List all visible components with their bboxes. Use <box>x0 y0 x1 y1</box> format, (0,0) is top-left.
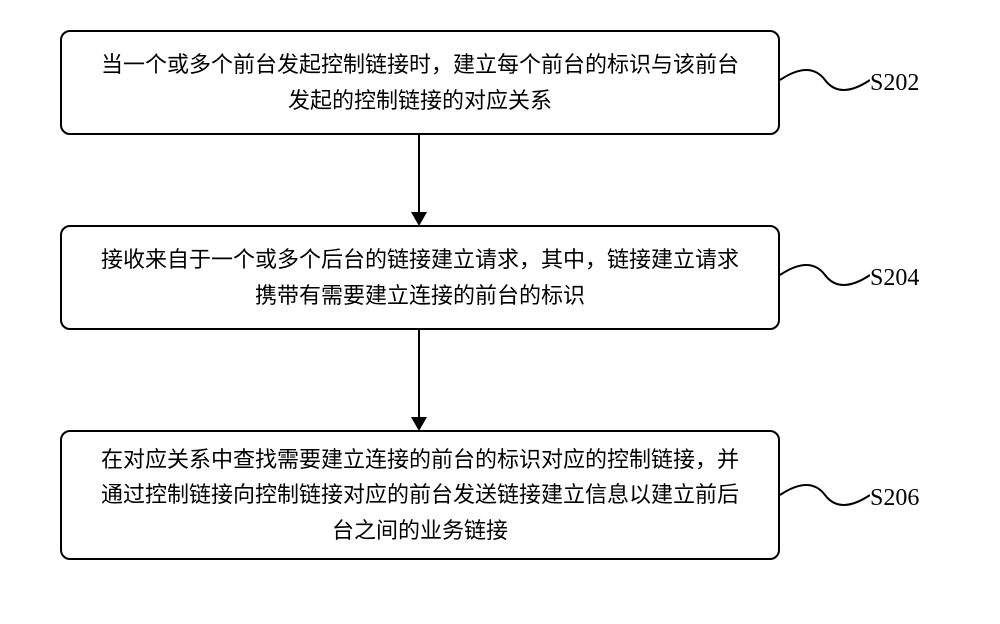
connector-curve-1 <box>780 60 870 100</box>
arrow-1 <box>418 135 420 215</box>
arrowhead-1 <box>411 212 427 226</box>
box-3-text: 在对应关系中查找需要建立连接的前台的标识对应的控制链接，并通过控制链接向控制链接… <box>92 442 748 548</box>
box-1-text: 当一个或多个前台发起控制链接时，建立每个前台的标识与该前台发起的控制链接的对应关… <box>92 47 748 117</box>
flowchart-box-3: 在对应关系中查找需要建立连接的前台的标识对应的控制链接，并通过控制链接向控制链接… <box>60 430 780 560</box>
step-label-3: S206 <box>870 485 919 512</box>
arrow-2 <box>418 330 420 420</box>
flowchart-container: 当一个或多个前台发起控制链接时，建立每个前台的标识与该前台发起的控制链接的对应关… <box>0 0 1000 624</box>
connector-curve-3 <box>780 475 870 515</box>
step-label-2: S204 <box>870 265 919 292</box>
flowchart-box-1: 当一个或多个前台发起控制链接时，建立每个前台的标识与该前台发起的控制链接的对应关… <box>60 30 780 135</box>
connector-curve-2 <box>780 255 870 295</box>
arrowhead-2 <box>411 417 427 431</box>
step-label-1: S202 <box>870 70 919 97</box>
box-2-text: 接收来自于一个或多个后台的链接建立请求，其中，链接建立请求携带有需要建立连接的前… <box>92 242 748 312</box>
flowchart-box-2: 接收来自于一个或多个后台的链接建立请求，其中，链接建立请求携带有需要建立连接的前… <box>60 225 780 330</box>
